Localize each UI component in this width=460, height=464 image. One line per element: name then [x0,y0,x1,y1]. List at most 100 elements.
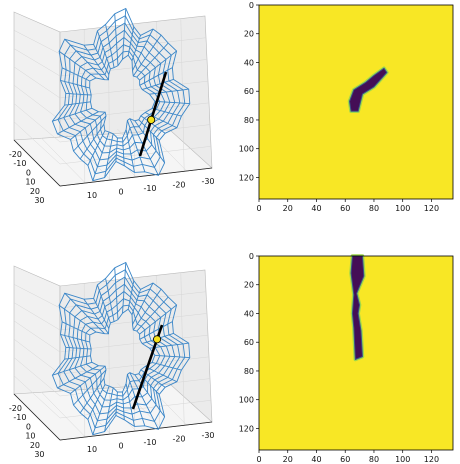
wireframe-radial-line [52,361,92,376]
y-axis-line [13,393,61,441]
heatmap-panel-top: 0 20 40 60 80 100 120 0 20 40 60 80 100 120 [239,1,454,213]
grid-line [83,29,86,184]
y-tick-label: 100 [239,145,254,154]
x-tick-label: -20 [172,181,185,190]
wireframe-radial-line [64,355,91,360]
grid-line [13,121,61,165]
grid-line [13,302,61,331]
wireframe-radial-line [136,296,169,332]
wireframe-radial-line [151,361,182,371]
y-axis-line [13,139,61,187]
probe-point [147,115,156,124]
y-tick-label: 20 [30,441,40,450]
wireframe-radial-line [58,50,97,79]
wireframe-radial-line [92,385,110,435]
y-tick-label: 120 [239,424,254,433]
grid-line [66,388,111,435]
wireframe-radial-line [139,67,173,86]
wireframe-radial-line [65,346,92,350]
y-tick-label: 20 [30,187,40,196]
wireframe-radial-line [134,374,165,418]
wireframe-radial-line [73,369,107,406]
wireframe-radial-line [142,78,174,91]
x-tick-label: -10 [143,184,156,193]
grid-line [13,103,61,143]
grid-line [142,125,187,172]
wireframe-radial-line [87,384,106,420]
wireframe-radial-line [151,107,182,117]
wireframe-radial-line [61,67,90,82]
grid-line [41,137,86,184]
wireframe-radial-line [127,26,135,56]
x-tick-label: 40 [311,204,321,213]
y-tick-label: -10 [13,413,26,422]
wireframe-radial-line [52,107,92,122]
probe-line [138,71,168,157]
wireframe-radial-line [64,38,105,81]
grid-line [13,48,61,77]
x-tick-label: 20 [283,204,293,213]
y-tick-label: 20 [244,281,254,290]
y-tick-label: 30 [34,196,44,205]
y-tick-label: 10 [25,178,35,187]
y-tick-label: 40 [244,58,254,67]
x-tick-label: 10 [87,445,97,454]
wireframe-radial-line [139,321,173,340]
heatmap-blob [350,255,365,360]
grid-line [142,379,187,426]
wireframe-radial-line [70,365,106,394]
x-tick-label: 120 [424,455,439,464]
grid-line [59,400,212,419]
grid-line [180,18,185,172]
grid-line [59,102,210,121]
x-tick-label: 10 [87,191,97,200]
wireframe-radial-line [70,111,106,140]
wireframe-radial-line [60,333,90,343]
x-tick-label: 100 [395,455,410,464]
wireframe-radial-line [126,120,146,172]
wireframe-radial-line [154,354,190,359]
y-tick-label: 60 [244,338,254,347]
wireframe-radial-line [122,137,125,166]
wireframe-radial-line [115,137,118,162]
wireframe-radial-line [127,280,135,310]
x-tick-label: 60 [340,455,350,464]
wireframe-radial-line [132,288,162,331]
x-tick-label: 80 [369,455,379,464]
x-tick-label: 20 [283,455,293,464]
x-tick-label: 0 [118,188,123,197]
wireframe-radial-line [144,112,178,129]
x-axis-line [59,421,213,441]
wireframe-radial-line [132,34,162,77]
wireframe-radial-line [64,101,91,106]
grid-line [13,320,61,353]
heatmap-frame [258,255,454,451]
y-tick-label: 10 [25,432,35,441]
wireframe-radial-line [57,111,99,135]
y-tick-label: 100 [239,396,254,405]
wireframe-radial-line [58,304,97,333]
grid-line [13,375,61,419]
y-tick-label: 30 [34,450,44,459]
wireframe-radial-line [64,292,105,335]
wireframe-radial-line [131,35,141,61]
wireframe-radial-line [93,44,110,75]
grid-line [13,338,61,375]
wireframe-radial-line [149,342,189,349]
wireframe-radial-line [139,304,177,335]
grid-line [13,357,61,397]
grid-line [59,356,210,375]
wireframe-radial-line [144,366,178,383]
y-tick-label: -20 [9,150,22,159]
wireframe-radial-line [129,372,159,430]
y-tick-label: 0 [26,168,31,177]
x-tick-label: 0 [118,442,123,451]
x-tick-label: 80 [369,204,379,213]
wireframe-radial-line [149,88,189,95]
x-tick-label: 100 [395,204,410,213]
y-tick-label: 120 [239,173,254,182]
wireframe-radial-line [136,42,169,78]
